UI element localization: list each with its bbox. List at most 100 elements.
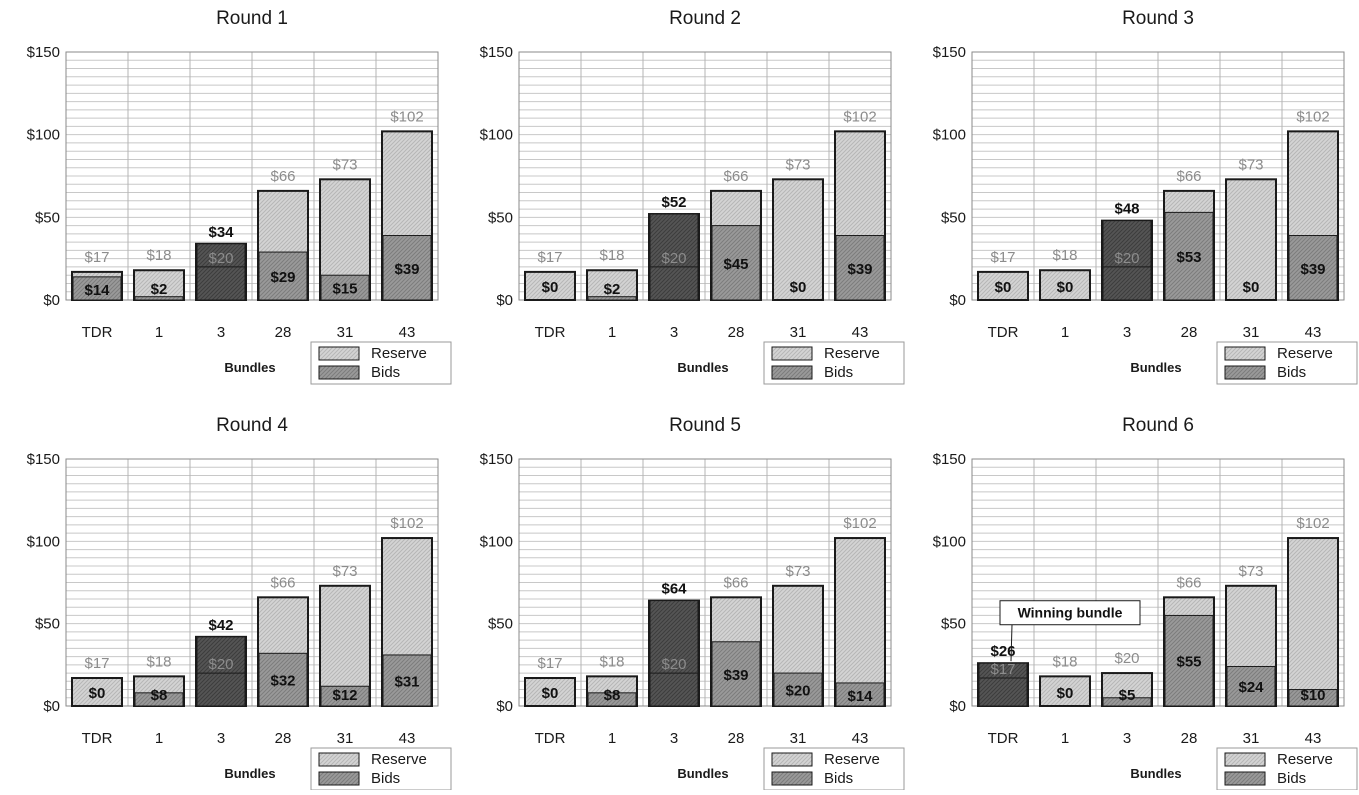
reserve-value-label: $17 bbox=[990, 249, 1015, 266]
x-tick-label: TDR bbox=[535, 324, 566, 341]
plot-frame bbox=[518, 51, 892, 301]
bid-value-label: $39 bbox=[394, 261, 419, 278]
bid-value-label: $39 bbox=[723, 667, 748, 684]
chart-title: Round 3 bbox=[1122, 8, 1194, 29]
bid-bar bbox=[978, 662, 1028, 707]
bid-value-label: $31 bbox=[394, 673, 419, 690]
bid-bar bbox=[711, 225, 761, 301]
chart-title: Round 4 bbox=[216, 415, 288, 436]
chart-round-4: Round 4 $0 $50 $100 $150 $17 $0 TDR $18 $8 1 $20 $42… bbox=[27, 415, 452, 791]
bid-bar bbox=[587, 692, 637, 707]
reserve-value-label: $18 bbox=[146, 653, 171, 670]
x-tick-label: 3 bbox=[670, 730, 678, 747]
bid-bar bbox=[382, 654, 432, 707]
legend-swatch-bids bbox=[771, 771, 813, 786]
bid-bar bbox=[320, 274, 370, 301]
bid-bar bbox=[196, 243, 246, 301]
legend-swatch-bids bbox=[1224, 365, 1266, 380]
reserve-bar bbox=[834, 537, 886, 707]
reserve-value-label: $20 bbox=[661, 250, 686, 267]
bid-value-label: $0 bbox=[1243, 279, 1260, 296]
reserve-value-label: $73 bbox=[332, 563, 357, 580]
bid-bar bbox=[587, 296, 637, 301]
reserve-value-label: $73 bbox=[785, 156, 810, 173]
bid-bar bbox=[258, 652, 308, 707]
reserve-value-label: $17 bbox=[84, 655, 109, 672]
bid-bar bbox=[1288, 235, 1338, 301]
reserve-value-label: $18 bbox=[599, 247, 624, 264]
legend: Reserve Bids bbox=[763, 747, 905, 791]
bid-value-label: $0 bbox=[790, 279, 807, 296]
bid-value-label: $24 bbox=[1238, 679, 1264, 696]
bid-value-label: $53 bbox=[1176, 249, 1201, 266]
bid-value-label: $0 bbox=[542, 279, 559, 296]
legend-label-reserve: Reserve bbox=[371, 345, 427, 362]
reserve-value-label: $73 bbox=[332, 156, 357, 173]
legend-label-bids: Bids bbox=[371, 364, 400, 381]
reserve-value-label: $102 bbox=[1296, 515, 1329, 532]
y-tick-label: $0 bbox=[43, 292, 60, 309]
legend-label-reserve: Reserve bbox=[824, 345, 880, 362]
winning-bundle-callout: Winning bundle bbox=[999, 600, 1141, 662]
bid-value-label: $0 bbox=[542, 685, 559, 702]
reserve-bar bbox=[1039, 675, 1091, 707]
x-tick-label: 43 bbox=[399, 324, 416, 341]
y-tick-label: $0 bbox=[496, 698, 513, 715]
plot-frame bbox=[65, 51, 439, 301]
x-tick-label: 1 bbox=[155, 730, 163, 747]
reserve-bar bbox=[1039, 269, 1091, 301]
y-tick-label: $100 bbox=[933, 127, 966, 144]
x-tick-label: 31 bbox=[1243, 324, 1260, 341]
reserve-value-label: $66 bbox=[270, 168, 295, 185]
bid-bar bbox=[382, 235, 432, 301]
y-tick-label: $150 bbox=[480, 44, 513, 61]
reserve-value-label: $73 bbox=[785, 563, 810, 580]
bid-value-label: $2 bbox=[604, 281, 621, 298]
x-tick-label: TDR bbox=[988, 730, 1019, 747]
chart-round-1: Round 1 $0 $50 $100 $150 $17 $14 TDR $18 $2 1 $20 $3… bbox=[27, 8, 452, 385]
reserve-bar bbox=[1287, 537, 1339, 707]
reserve-value-label: $66 bbox=[1176, 574, 1201, 591]
y-tick-label: $100 bbox=[480, 127, 513, 144]
x-tick-label: 43 bbox=[852, 324, 869, 341]
x-tick-label: 28 bbox=[275, 730, 292, 747]
legend-label-bids: Bids bbox=[824, 364, 853, 381]
reserve-value-label: $102 bbox=[390, 108, 423, 125]
legend-swatch-bids bbox=[771, 365, 813, 380]
x-tick-label: 28 bbox=[275, 324, 292, 341]
bid-value-label: $0 bbox=[1057, 279, 1074, 296]
bid-value-label: $42 bbox=[208, 617, 233, 634]
chart-round-5: Round 5 $0 $50 $100 $150 $17 $0 TDR $18 $8 1 $20 $64… bbox=[480, 415, 905, 791]
x-tick-label: 1 bbox=[1061, 730, 1069, 747]
bid-bar bbox=[258, 251, 308, 301]
x-tick-label: 3 bbox=[1123, 730, 1131, 747]
legend-swatch-reserve bbox=[1224, 346, 1266, 361]
reserve-value-label: $66 bbox=[1176, 168, 1201, 185]
reserve-value-label: $102 bbox=[1296, 108, 1329, 125]
x-tick-label: 31 bbox=[337, 324, 354, 341]
bid-value-label: $45 bbox=[723, 256, 748, 273]
x-tick-label: 3 bbox=[1123, 324, 1131, 341]
bid-value-label: $39 bbox=[1300, 261, 1325, 278]
bid-bar bbox=[1102, 220, 1152, 301]
bid-bar bbox=[1288, 689, 1338, 707]
x-tick-label: TDR bbox=[82, 324, 113, 341]
chart-title: Round 2 bbox=[669, 8, 741, 29]
reserve-bar bbox=[524, 270, 576, 302]
reserve-value-label: $102 bbox=[843, 515, 876, 532]
legend-label-bids: Bids bbox=[1277, 364, 1306, 381]
x-axis-label: Bundles bbox=[677, 360, 728, 375]
callout-text: Winning bundle bbox=[1018, 605, 1123, 621]
bid-bar bbox=[1102, 697, 1152, 707]
reserve-bar bbox=[133, 269, 185, 301]
bid-value-label: $8 bbox=[604, 687, 621, 704]
chart-round-3: Round 3 $0 $50 $100 $150 $17 $0 TDR $18 $0 1 $20 $48… bbox=[933, 8, 1358, 385]
x-tick-label: TDR bbox=[535, 730, 566, 747]
x-tick-label: 1 bbox=[155, 324, 163, 341]
chart-title: Round 1 bbox=[216, 8, 288, 29]
bid-value-label: $26 bbox=[990, 643, 1015, 660]
bid-bar bbox=[72, 276, 122, 301]
reserve-value-label: $17 bbox=[84, 249, 109, 266]
y-tick-label: $100 bbox=[27, 127, 60, 144]
bid-value-label: $14 bbox=[84, 282, 110, 299]
